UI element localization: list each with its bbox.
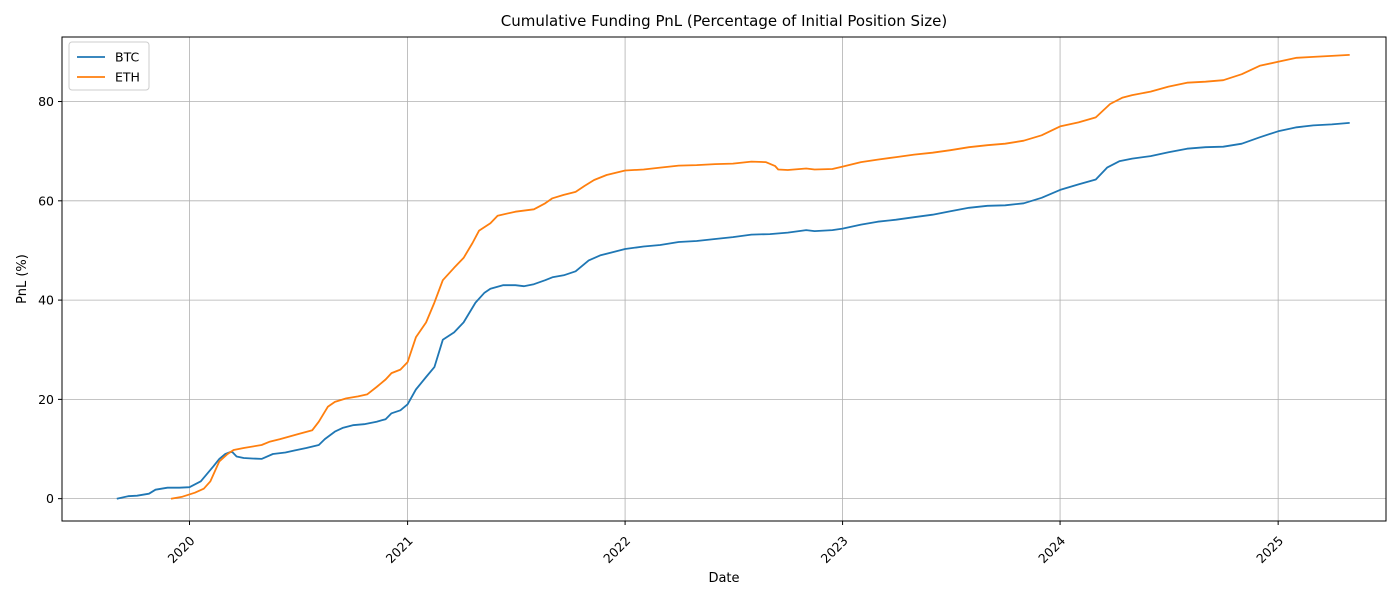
x-axis-label: Date — [708, 571, 739, 586]
series-line-eth — [170, 54, 1350, 500]
y-axis-label: PnL (%) — [15, 254, 30, 304]
legend-label-eth: ETH — [115, 70, 140, 85]
plot-frame — [61, 36, 1387, 522]
y-tick-label: 0 — [46, 491, 54, 506]
y-tick-label: 80 — [38, 94, 54, 109]
chart-title: Cumulative Funding PnL (Percentage of In… — [501, 12, 947, 30]
grid — [62, 37, 1386, 521]
legend-box — [68, 41, 150, 91]
series-lines — [116, 54, 1350, 500]
legend-label-btc: BTC — [115, 50, 139, 65]
y-tick-label: 40 — [38, 293, 54, 308]
y-tick-label: 60 — [38, 193, 54, 208]
series-line-btc — [116, 122, 1350, 500]
y-axis-ticks: 0 20 40 60 80 — [38, 94, 62, 506]
y-tick-label: 20 — [38, 392, 54, 407]
legend: BTC ETH — [68, 41, 150, 91]
